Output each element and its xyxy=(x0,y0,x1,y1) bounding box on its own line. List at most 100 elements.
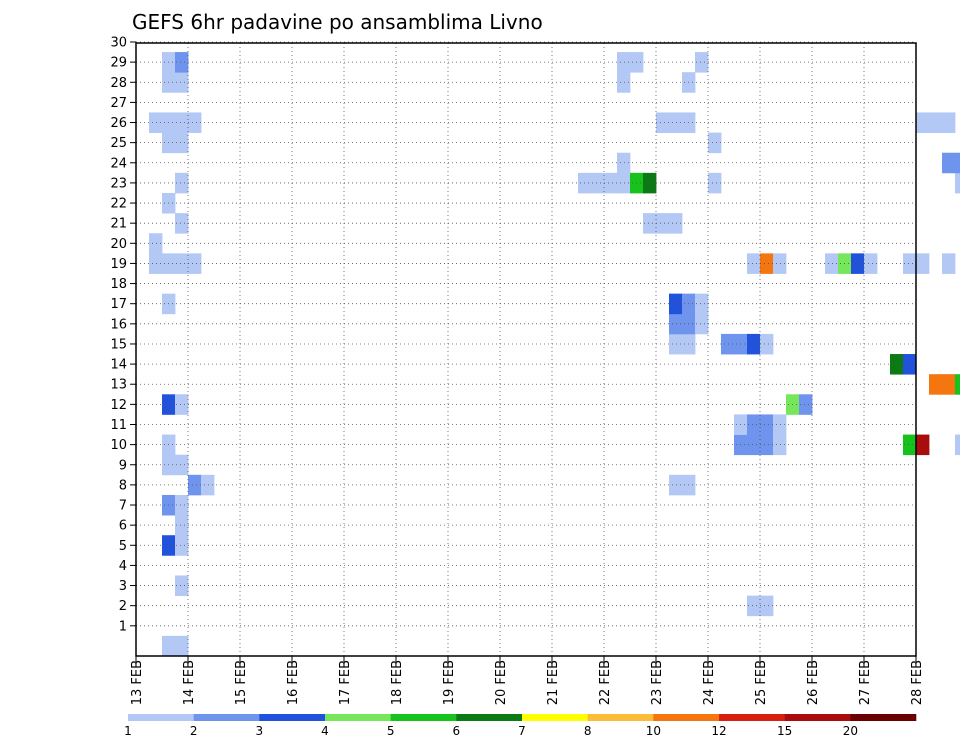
y-tick-label: 13 xyxy=(110,378,127,393)
y-tick-label: 20 xyxy=(110,237,127,252)
grid-lines xyxy=(136,41,916,656)
heatmap-cell xyxy=(643,172,657,194)
legend-label: 3 xyxy=(256,724,264,738)
heatmap-cell xyxy=(188,253,202,274)
legend-swatch xyxy=(259,714,326,721)
heatmap-cell xyxy=(643,213,657,234)
y-tick-label: 6 xyxy=(119,519,127,534)
heatmap-cell xyxy=(851,253,865,274)
heatmap-cell xyxy=(669,112,683,133)
y-tick-label: 10 xyxy=(110,438,127,453)
heatmap-cell xyxy=(175,72,189,93)
heatmap-cell xyxy=(695,313,709,335)
x-axis: 13 FEB 14 FEB 15 FEB 16 FEB 17 FEB 18 FEB 19 F… xyxy=(130,656,925,705)
heatmap-cell xyxy=(773,253,787,274)
heatmap-cell xyxy=(955,374,960,395)
y-tick-label: 11 xyxy=(110,418,127,433)
heatmap-cell xyxy=(188,474,202,496)
heatmap-cell xyxy=(175,515,189,536)
y-tick-label: 15 xyxy=(110,337,127,352)
heatmap-cell xyxy=(175,172,189,194)
legend-swatch xyxy=(653,714,720,721)
heatmap-cell xyxy=(942,112,956,133)
x-tick-label: 23 FEB xyxy=(650,660,665,705)
legend-swatch xyxy=(522,714,588,721)
heatmap-cell xyxy=(747,414,761,435)
y-tick-label: 14 xyxy=(110,358,127,373)
x-tick-label: 21 FEB xyxy=(546,660,561,705)
heatmap-cell xyxy=(721,333,735,355)
x-tick-label: 27 FEB xyxy=(858,660,873,705)
legend-label: 1 xyxy=(124,724,132,738)
legend-swatch xyxy=(456,714,523,721)
heatmap-cell xyxy=(175,635,189,657)
y-tick-label: 23 xyxy=(110,176,127,191)
y-tick-label: 26 xyxy=(110,116,127,131)
y-axis: 1234567891011121314151617181920212223242… xyxy=(110,35,136,634)
heatmap-cell xyxy=(149,233,163,254)
heatmap-cell xyxy=(955,172,960,194)
legend-swatch xyxy=(784,714,851,721)
x-tick-label: 26 FEB xyxy=(806,660,821,705)
legend-label: 2 xyxy=(190,724,198,738)
heatmap-cell xyxy=(916,434,930,456)
y-tick-label: 2 xyxy=(119,599,127,614)
heatmap-cell xyxy=(617,72,631,93)
heatmap-cell xyxy=(708,132,722,154)
heatmap-cell xyxy=(747,434,761,456)
y-tick-label: 28 xyxy=(110,76,127,91)
heatmap-cell xyxy=(916,112,930,133)
heatmap-cell xyxy=(760,434,774,456)
heatmap-cell xyxy=(656,112,670,133)
y-tick-label: 1 xyxy=(119,619,127,634)
y-tick-label: 29 xyxy=(110,56,127,71)
heatmap-cell xyxy=(149,253,163,274)
legend-label: 6 xyxy=(453,724,461,738)
heatmap-cell xyxy=(175,575,189,596)
legend-label: 20 xyxy=(843,724,858,738)
chart-title: GEFS 6hr padavine po ansamblima Livno xyxy=(132,10,543,34)
legend-swatch xyxy=(850,714,917,721)
y-tick-label: 22 xyxy=(110,197,127,212)
heatmap-cell xyxy=(149,112,163,133)
heatmap-cell xyxy=(188,112,202,133)
heatmap-cell xyxy=(175,494,189,516)
legend-label: 8 xyxy=(584,724,592,738)
heatmap-cell xyxy=(669,474,683,496)
heatmap-cell xyxy=(825,253,839,274)
heatmap-cell xyxy=(175,213,189,234)
heatmap-cell xyxy=(942,253,956,274)
heatmap-cell xyxy=(760,414,774,435)
heatmap-cell xyxy=(773,414,787,435)
heatmap-cell xyxy=(903,434,917,456)
y-tick-label: 19 xyxy=(110,257,127,272)
y-tick-label: 24 xyxy=(110,156,127,171)
heatmap-cell xyxy=(760,253,774,274)
heatmap-cell xyxy=(942,374,956,395)
heatmap-cell xyxy=(162,635,176,657)
heatmap-cell xyxy=(175,394,189,415)
heatmap-cell xyxy=(656,213,670,234)
y-tick-label: 5 xyxy=(119,539,127,554)
y-tick-label: 25 xyxy=(110,136,127,151)
x-tick-label: 13 FEB xyxy=(130,660,145,705)
heatmap-cell xyxy=(617,152,631,174)
legend-swatch xyxy=(325,714,391,721)
heatmap-cell xyxy=(903,253,917,274)
legend-label: 12 xyxy=(711,724,726,738)
y-tick-label: 4 xyxy=(119,559,127,574)
heatmap-cell xyxy=(799,394,813,415)
y-tick-label: 16 xyxy=(110,317,127,332)
heatmap-cell xyxy=(175,132,189,154)
y-tick-label: 7 xyxy=(119,499,127,514)
plot-frame xyxy=(135,42,917,657)
heatmap-cell xyxy=(929,112,943,133)
heatmap-cell xyxy=(175,535,189,556)
y-tick-label: 18 xyxy=(110,277,127,292)
y-tick-label: 12 xyxy=(110,398,127,413)
x-tick-label: 15 FEB xyxy=(234,660,249,705)
heatmap-cell xyxy=(617,52,631,73)
heatmap-cell xyxy=(669,293,683,315)
legend-swatch xyxy=(719,714,785,721)
heatmap-cells xyxy=(149,52,960,657)
